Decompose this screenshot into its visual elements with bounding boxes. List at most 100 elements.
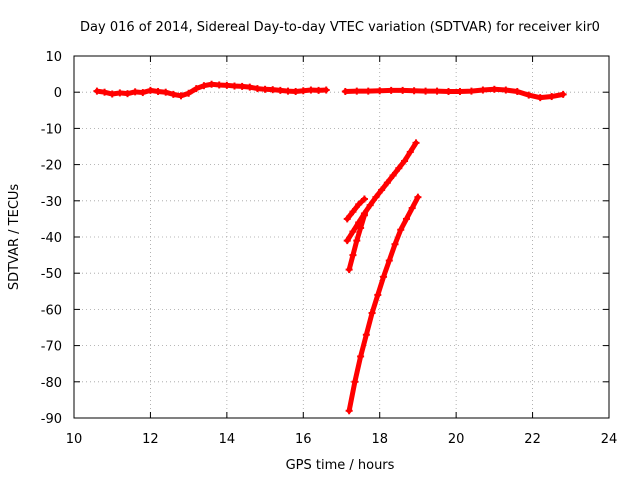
data-point (383, 179, 391, 187)
data-point (108, 90, 116, 98)
data-point (378, 186, 386, 194)
data-point (406, 148, 414, 156)
data-point (154, 87, 162, 95)
data-point (366, 201, 374, 209)
data-point (238, 82, 246, 90)
data-point (343, 215, 351, 223)
data-point (445, 87, 452, 95)
data-point (389, 171, 397, 179)
data-point (353, 237, 361, 245)
y-tick-label: 0 (54, 86, 62, 101)
data-point (433, 87, 441, 95)
data-point (162, 88, 170, 96)
data-point (345, 266, 353, 274)
x-tick-label: 16 (295, 432, 312, 447)
data-point (360, 195, 368, 203)
data-point (284, 87, 292, 95)
data-point (299, 87, 307, 95)
data-point (322, 86, 330, 94)
chart-title: Day 016 of 2014, Sidereal Day-to-day VTE… (80, 20, 600, 35)
data-point (362, 331, 370, 339)
y-tick-label: -80 (41, 376, 62, 391)
data-point (355, 200, 363, 208)
y-tick-label: -50 (41, 267, 62, 282)
y-tick-label: -70 (41, 340, 62, 355)
y-tick-label: -40 (41, 231, 62, 246)
data-point (307, 86, 315, 94)
data-point (139, 89, 147, 97)
x-tick-label: 12 (142, 432, 159, 447)
data-point (395, 164, 403, 172)
data-point (269, 86, 277, 94)
data-point (223, 81, 231, 89)
data-point (146, 86, 154, 94)
data-point (401, 157, 409, 165)
data-point (131, 88, 139, 96)
data-point (192, 85, 200, 93)
data-point (345, 407, 353, 415)
x-tick-label: 18 (371, 432, 388, 447)
data-point (357, 224, 365, 232)
x-tick-label: 22 (524, 432, 541, 447)
data-point (536, 94, 544, 102)
y-tick-label: -20 (41, 159, 62, 174)
data-point (364, 87, 372, 95)
y-tick-label: -10 (41, 122, 62, 137)
data-point (374, 291, 382, 299)
data-point (351, 378, 359, 386)
data-point (353, 87, 361, 95)
data-points (93, 80, 567, 415)
y-tick-label: 10 (45, 50, 62, 65)
tick-marks (73, 55, 610, 419)
data-point (412, 139, 420, 147)
data-point (397, 226, 405, 234)
x-tick-label: 10 (66, 432, 83, 447)
data-point (360, 211, 368, 219)
data-point (116, 89, 124, 97)
data-point (422, 87, 430, 95)
data-point (467, 87, 475, 95)
data-point (341, 87, 349, 95)
data-point (368, 309, 376, 317)
data-point (246, 83, 254, 91)
data-point (101, 88, 109, 96)
data-point (124, 90, 131, 98)
data-point (391, 240, 399, 248)
data-point (525, 91, 533, 99)
data-point (479, 86, 487, 94)
data-point (410, 87, 418, 95)
data-point (402, 215, 410, 223)
data-point (231, 82, 238, 90)
series-track-4 (344, 196, 367, 222)
data-point (292, 87, 300, 95)
x-tick-label: 14 (219, 432, 236, 447)
data-point (349, 228, 357, 236)
data-point (357, 352, 365, 360)
data-point (177, 92, 185, 100)
y-tick-label: -30 (41, 195, 62, 210)
data-point (408, 204, 416, 212)
data-point (261, 85, 269, 93)
data-point (456, 87, 464, 95)
data-point (185, 89, 193, 97)
data-point (559, 90, 567, 98)
y-axis-label: SDTVAR / TECUs (7, 184, 22, 291)
data-point (93, 87, 101, 95)
data-point (215, 81, 223, 89)
data-point (399, 86, 407, 94)
data-point (372, 193, 380, 201)
data-point (169, 90, 177, 98)
x-tick-label: 24 (601, 432, 618, 447)
data-point (380, 273, 388, 281)
grid-lines (74, 56, 609, 418)
data-point (387, 86, 395, 94)
data-point (490, 85, 498, 93)
x-tick-labels: 10 12 14 16 18 20 22 24 (66, 432, 618, 447)
data-point (513, 87, 521, 95)
data-point (349, 251, 357, 259)
x-tick-label: 20 (448, 432, 465, 447)
data-point (385, 257, 393, 265)
data-point (376, 87, 384, 95)
data-point (200, 82, 208, 90)
